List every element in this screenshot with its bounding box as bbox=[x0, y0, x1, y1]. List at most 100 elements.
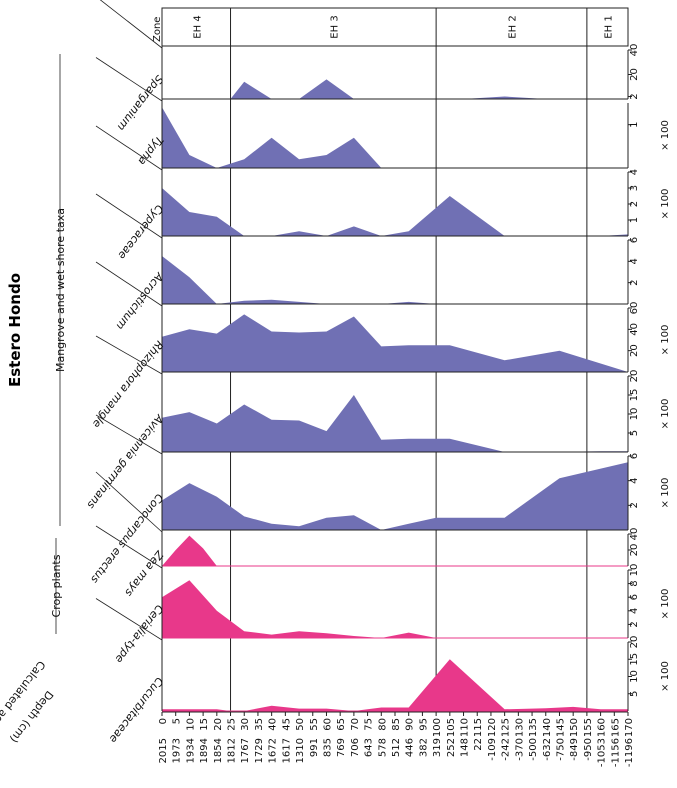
series-area bbox=[162, 659, 628, 711]
scale-multiplier: × 100 bbox=[660, 325, 671, 356]
age-tick-label: 1617 bbox=[281, 738, 292, 763]
age-tick-label: -500 bbox=[528, 738, 539, 761]
depth-tick-label: 50 bbox=[295, 718, 306, 731]
depth-tick-label: 25 bbox=[227, 718, 238, 731]
depth-tick-label: 170 bbox=[624, 718, 635, 737]
scale-tick-label: 20 bbox=[629, 636, 640, 649]
age-tick-label: 2015 bbox=[158, 738, 169, 763]
taxon-connector bbox=[95, 193, 163, 239]
taxon-connector bbox=[95, 414, 163, 455]
age-tick-label: -109 bbox=[487, 738, 498, 761]
depth-tick-label: 85 bbox=[391, 718, 402, 731]
scale-tick-label: 6 bbox=[629, 453, 640, 459]
age-tick-label: 706 bbox=[350, 738, 361, 757]
scale-tick-label: 4 bbox=[629, 258, 640, 264]
scale-tick-label: 20 bbox=[629, 68, 640, 81]
depth-tick-label: 135 bbox=[528, 718, 539, 737]
taxon-label: Cyperaceae bbox=[115, 202, 166, 262]
scale-tick-label: 2 bbox=[629, 201, 640, 207]
scale-tick-label: 8 bbox=[629, 580, 640, 586]
depth-tick-label: 115 bbox=[473, 718, 484, 737]
scale-multiplier: × 100 bbox=[660, 399, 671, 430]
age-tick-label: 22 bbox=[473, 738, 484, 751]
age-tick-label: -1196 bbox=[624, 738, 635, 767]
taxon-connector bbox=[99, 0, 163, 49]
depth-tick-label: 20 bbox=[213, 718, 224, 731]
depth-tick-label: 0 bbox=[158, 718, 169, 724]
depth-tick-label: 5 bbox=[172, 718, 183, 724]
age-tick-label: -750 bbox=[555, 738, 566, 761]
age-tick-label: 1894 bbox=[199, 738, 210, 763]
zone-label: EH 3 bbox=[329, 15, 340, 38]
taxon-connector bbox=[95, 598, 163, 641]
scale-multiplier: × 100 bbox=[660, 661, 671, 692]
age-tick-label: 1934 bbox=[185, 738, 196, 763]
taxon-connector bbox=[95, 335, 163, 375]
age-tick-label: 1310 bbox=[295, 738, 306, 763]
depth-tick-label: 55 bbox=[309, 718, 320, 731]
depth-tick-label: 155 bbox=[583, 718, 594, 737]
scale-tick-label: 1 bbox=[629, 121, 640, 127]
series-area bbox=[162, 580, 628, 638]
scale-tick-label: 60 bbox=[629, 302, 640, 315]
scale-tick-label: 10 bbox=[629, 408, 640, 421]
age-tick-label: -370 bbox=[514, 738, 525, 761]
scale-tick-label: 4 bbox=[629, 608, 640, 614]
age-tick-label: -950 bbox=[583, 738, 594, 761]
scale-tick-label: 2 bbox=[629, 502, 640, 508]
age-tick-label: 252 bbox=[446, 738, 457, 757]
scale-multiplier: × 100 bbox=[660, 478, 671, 509]
depth-tick-label: 75 bbox=[364, 718, 375, 731]
depth-tick-label: 120 bbox=[487, 718, 498, 737]
taxon-connector bbox=[95, 125, 163, 171]
age-tick-label: 446 bbox=[405, 738, 416, 757]
scale-tick-label: 5 bbox=[629, 430, 640, 436]
depth-tick-label: 40 bbox=[268, 718, 279, 731]
taxon-label: Zea mays bbox=[122, 547, 166, 599]
depth-tick-label: 65 bbox=[336, 718, 347, 731]
scale-tick-label: 6 bbox=[629, 237, 640, 243]
panels-layer: 2 20 40 1 × 100 1 2 3 4 × 100 2 4 6 20 40 60 × 100 5 10 15 2… bbox=[161, 44, 671, 712]
series-area bbox=[162, 107, 628, 168]
age-tick-label: -1156 bbox=[610, 738, 621, 767]
series-area bbox=[162, 79, 628, 99]
age-tick-label: 148 bbox=[460, 738, 471, 757]
depth-tick-label: 165 bbox=[610, 718, 621, 737]
depth-tick-label: 130 bbox=[514, 718, 525, 737]
age-tick-label: -1053 bbox=[597, 738, 608, 767]
scale-tick-label: 3 bbox=[629, 185, 640, 191]
depth-tick-label: 30 bbox=[240, 718, 251, 731]
depth-tick-label: 60 bbox=[322, 718, 333, 731]
depth-tick-label: 70 bbox=[350, 718, 361, 731]
scale-tick-label: 10 bbox=[629, 670, 640, 683]
group-label: Crop plants bbox=[50, 554, 63, 617]
series-area bbox=[162, 188, 628, 236]
depth-tick-label: 150 bbox=[569, 718, 580, 737]
scale-tick-label: 40 bbox=[629, 323, 640, 336]
series-area bbox=[162, 395, 628, 452]
depth-tick-label: 90 bbox=[405, 718, 416, 731]
scale-tick-label: 20 bbox=[629, 370, 640, 383]
depth-tick-label: 15 bbox=[199, 718, 210, 731]
age-tick-label: 769 bbox=[336, 738, 347, 757]
scale-multiplier: × 100 bbox=[660, 120, 671, 151]
group-label: Mangrove and wet shore taxa bbox=[54, 208, 67, 372]
scale-tick-label: 2 bbox=[629, 93, 640, 99]
age-tick-label: 1854 bbox=[213, 738, 224, 763]
age-tick-label: 1672 bbox=[268, 738, 279, 763]
depth-tick-label: 160 bbox=[597, 718, 608, 737]
age-tick-label: 578 bbox=[377, 738, 388, 757]
taxon-label: Cucurbitaceae bbox=[106, 675, 165, 746]
scale-tick-label: 5 bbox=[629, 691, 640, 697]
scale-tick-label: 2 bbox=[629, 279, 640, 285]
series-area bbox=[162, 314, 628, 372]
age-tick-label: 1973 bbox=[172, 738, 183, 763]
series-area bbox=[162, 462, 628, 530]
age-tick-label: -632 bbox=[542, 738, 553, 761]
taxon-connector bbox=[95, 57, 163, 102]
age-tick-label: 1729 bbox=[254, 738, 265, 763]
age-tick-label: 991 bbox=[309, 738, 320, 757]
zone-label: EH 1 bbox=[603, 15, 614, 38]
taxon-connector bbox=[95, 261, 163, 307]
